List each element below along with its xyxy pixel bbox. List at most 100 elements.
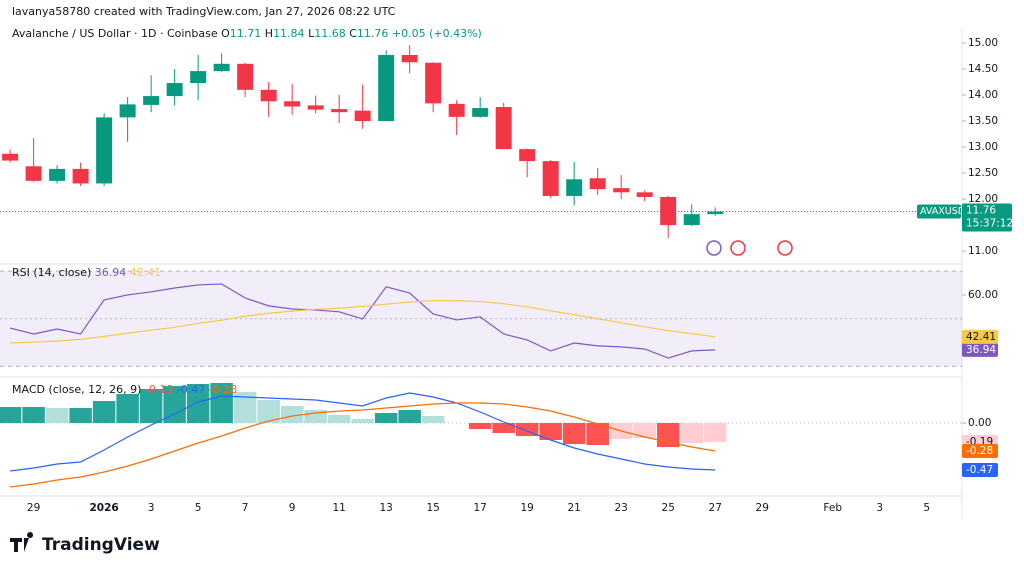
- last-value-bg: [962, 329, 998, 344]
- price-box: [962, 203, 1012, 232]
- countdown: 15:37:12: [966, 218, 1013, 230]
- histogram-bar: [633, 423, 656, 438]
- candle-body: [143, 96, 160, 105]
- x-tick-label: 5: [923, 502, 930, 514]
- change: +0.05 (+0.43%): [392, 27, 482, 40]
- x-tick-label: Feb: [823, 502, 842, 514]
- histogram-bar: [327, 415, 351, 423]
- last-value: 36.94: [966, 344, 996, 356]
- y-tick-label: 0.00: [968, 417, 991, 429]
- histogram-bar: [562, 423, 586, 444]
- histogram-bar: [280, 406, 304, 423]
- ohlc-value: 11.76: [357, 27, 389, 40]
- x-tick-label: 11: [332, 502, 345, 514]
- last-value-bg: [962, 342, 998, 357]
- candle-body: [660, 196, 677, 226]
- histogram-bar: [680, 423, 703, 443]
- histogram-bar: [92, 401, 116, 423]
- macd-line: [10, 392, 716, 472]
- last-value: -0.28: [966, 445, 993, 457]
- x-tick-label: 25: [662, 502, 675, 514]
- candle-body: [284, 101, 301, 107]
- histogram-bar: [421, 416, 445, 423]
- histogram-bar: [45, 408, 69, 423]
- y-tick-label: 60.00: [968, 289, 998, 301]
- candle-body: [166, 83, 183, 97]
- x-tick-label: 29: [27, 502, 40, 514]
- candle-body: [542, 161, 559, 196]
- histogram-bar: [586, 423, 609, 445]
- histogram-bar: [492, 423, 515, 433]
- symbol: AVAXUSD: [920, 206, 965, 217]
- x-tick-label: 17: [473, 502, 486, 514]
- candle-body: [72, 168, 89, 184]
- candle-body: [707, 211, 724, 215]
- legend: Avalanche / US Dollar · 1D · Coinbase O1…: [12, 27, 482, 40]
- legend-value: 42.41: [130, 266, 162, 279]
- histogram-bar: [186, 384, 210, 423]
- candle-body: [589, 178, 606, 190]
- ohlc-key: C: [349, 27, 357, 40]
- candle-body: [260, 89, 277, 102]
- candle-body: [119, 104, 136, 118]
- histogram-bar: [703, 423, 727, 442]
- candle-body: [307, 105, 324, 110]
- histogram-bar: [374, 413, 398, 423]
- x-tick-label: 9: [289, 502, 296, 514]
- y-tick-label: 14.00: [968, 89, 998, 101]
- candle-body: [472, 108, 489, 117]
- legend-value: -0.28: [209, 383, 237, 396]
- y-tick-label: 11.00: [968, 245, 998, 257]
- x-tick-label: 29: [756, 502, 769, 514]
- last-value: -0.47: [966, 464, 993, 476]
- credit: lavanya58780 created with TradingView.co…: [12, 5, 396, 18]
- candle-body: [49, 168, 66, 181]
- histogram-bar: [22, 407, 45, 423]
- last-value: 42.41: [966, 331, 996, 343]
- candle-body: [25, 166, 42, 181]
- y-tick-label: 14.50: [968, 63, 998, 75]
- histogram-bar: [69, 408, 92, 423]
- event-icons: [706, 240, 793, 256]
- x-tick-label: 27: [709, 502, 722, 514]
- x-tick-label: 7: [242, 502, 249, 514]
- candle-body: [636, 192, 653, 197]
- candle-body: [401, 54, 418, 63]
- rsi-line: [10, 300, 716, 344]
- macd-line: [10, 402, 716, 488]
- legend: MACD (close, 12, 26, 9) -0.19 -0.47 -0.2…: [12, 383, 237, 396]
- indicator-title: MACD (close, 12, 26, 9): [12, 383, 141, 396]
- y-tick-label: 15.00: [968, 37, 998, 49]
- candle-body: [378, 54, 395, 122]
- ohlc-key: O: [221, 27, 230, 40]
- candle-body: [190, 71, 207, 84]
- legend-value: -0.47: [177, 383, 205, 396]
- candle-body: [566, 179, 583, 196]
- y-tick-label: 13.50: [968, 115, 998, 127]
- histogram-bar: [210, 383, 233, 423]
- x-tick-label: 3: [876, 502, 883, 514]
- x-tick-label: 13: [379, 502, 392, 514]
- candle-body: [354, 110, 371, 122]
- last-price: 11.76: [966, 205, 996, 217]
- histogram-bar: [468, 423, 492, 429]
- candle-body: [213, 63, 230, 72]
- histogram-bar: [398, 410, 421, 423]
- x-tick-label: 19: [520, 502, 533, 514]
- y-tick-label: 12.00: [968, 193, 998, 205]
- candle-body: [683, 214, 700, 226]
- y-tick-label: 12.50: [968, 167, 998, 179]
- candle-body: [96, 117, 113, 184]
- ohlc-key: L: [308, 27, 315, 40]
- histogram-bar: [351, 419, 374, 423]
- indicator-title: RSI (14, close): [12, 266, 91, 279]
- histogram-bar: [139, 389, 163, 423]
- legend: RSI (14, close) 36.94 42.41: [12, 266, 161, 279]
- candle-body: [2, 153, 19, 161]
- x-tick-label: 23: [615, 502, 628, 514]
- legend-value: 36.94: [95, 266, 127, 279]
- histogram-bar: [539, 423, 562, 440]
- x-tick-label: 15: [426, 502, 439, 514]
- candle-body: [237, 63, 254, 90]
